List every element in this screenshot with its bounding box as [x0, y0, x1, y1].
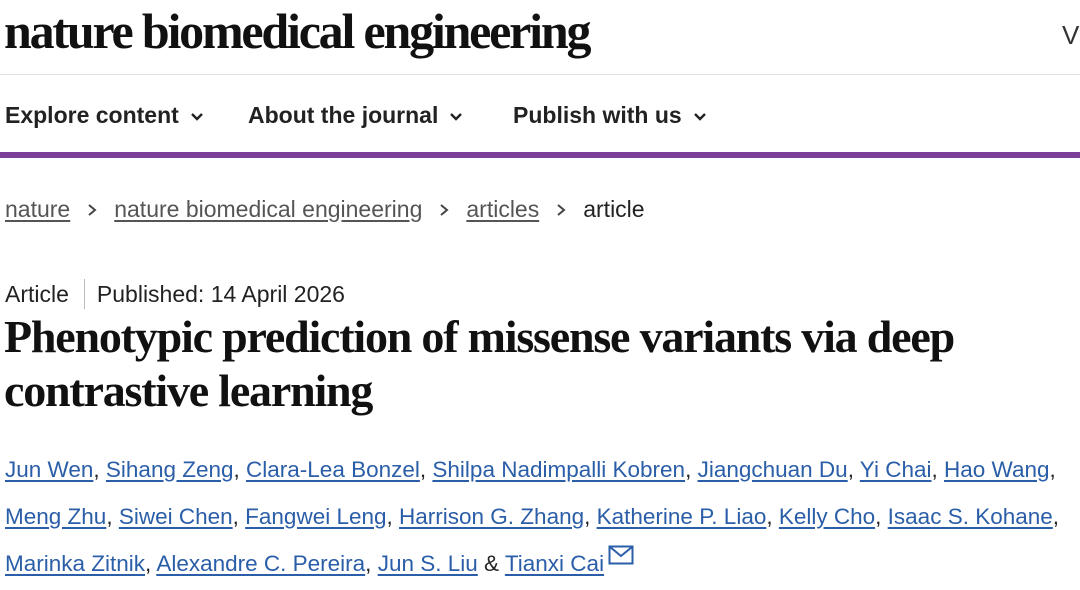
chevron-down-icon — [693, 112, 706, 121]
author-list: Jun Wen, Sihang Zeng, Clara-Lea Bonzel, … — [5, 457, 1060, 576]
author-link[interactable]: Alexandre C. Pereira — [156, 551, 366, 576]
author-link[interactable]: Meng Zhu — [5, 504, 107, 529]
published-date: Published: 14 April 2026 — [96, 280, 345, 307]
breadcrumb-current: article — [583, 196, 645, 222]
author-link[interactable]: Katherine P. Liao — [596, 504, 767, 529]
author-link[interactable]: Tianxi Cai — [504, 551, 605, 576]
author-link[interactable]: Shilpa Nadimpalli Kobren — [432, 457, 686, 482]
author-link[interactable]: Jiangchuan Du — [697, 457, 848, 482]
article-type: Article — [5, 280, 69, 307]
chevron-down-icon — [450, 112, 463, 121]
author-link[interactable]: Jun S. Liu — [377, 551, 478, 576]
author-link[interactable]: Marinka Zitnik — [5, 551, 146, 576]
nav-explore-content[interactable]: Explore content — [5, 102, 205, 129]
author-link[interactable]: Siwei Chen — [118, 504, 233, 529]
article-title: Phenotypic prediction of missense varian… — [4, 311, 955, 416]
nav-about-journal[interactable]: About the journal — [248, 102, 464, 129]
main-nav: Explore content About the journal Publis… — [0, 76, 1080, 158]
author-link[interactable]: Hao Wang — [944, 457, 1050, 482]
meta-divider — [83, 279, 85, 309]
author-link[interactable]: Kelly Cho — [778, 504, 876, 529]
nav-publish-with-us[interactable]: Publish with us — [513, 102, 708, 129]
chevron-right-icon — [440, 203, 449, 216]
chevron-down-icon — [190, 112, 203, 121]
author-link[interactable]: Fangwei Leng — [245, 504, 387, 529]
breadcrumb: nature nature biomedical engineering art… — [5, 196, 645, 223]
nav-label: Publish with us — [513, 102, 682, 128]
nav-label: Explore content — [5, 102, 179, 128]
journal-logo[interactable]: nature biomedical engineering — [4, 3, 591, 59]
author-link[interactable]: Sihang Zeng — [105, 457, 234, 482]
breadcrumb-journal[interactable]: nature biomedical engineering — [114, 196, 423, 222]
author-link[interactable]: Isaac S. Kohane — [887, 504, 1053, 529]
chevron-right-icon — [557, 203, 566, 216]
breadcrumb-articles[interactable]: articles — [466, 196, 540, 222]
header-cut-text[interactable]: V — [1062, 20, 1080, 50]
nav-label: About the journal — [248, 102, 439, 128]
article-meta: Article Published: 14 April 2026 — [5, 279, 345, 309]
mail-icon[interactable] — [608, 545, 634, 565]
author-link[interactable]: Harrison G. Zhang — [399, 504, 585, 529]
site-header: nature biomedical engineering V — [0, 0, 1080, 75]
chevron-right-icon — [88, 203, 97, 216]
author-link[interactable]: Jun Wen — [5, 457, 94, 482]
author-link[interactable]: Clara-Lea Bonzel — [246, 457, 420, 482]
breadcrumb-nature[interactable]: nature — [5, 196, 71, 222]
author-link[interactable]: Yi Chai — [859, 457, 932, 482]
